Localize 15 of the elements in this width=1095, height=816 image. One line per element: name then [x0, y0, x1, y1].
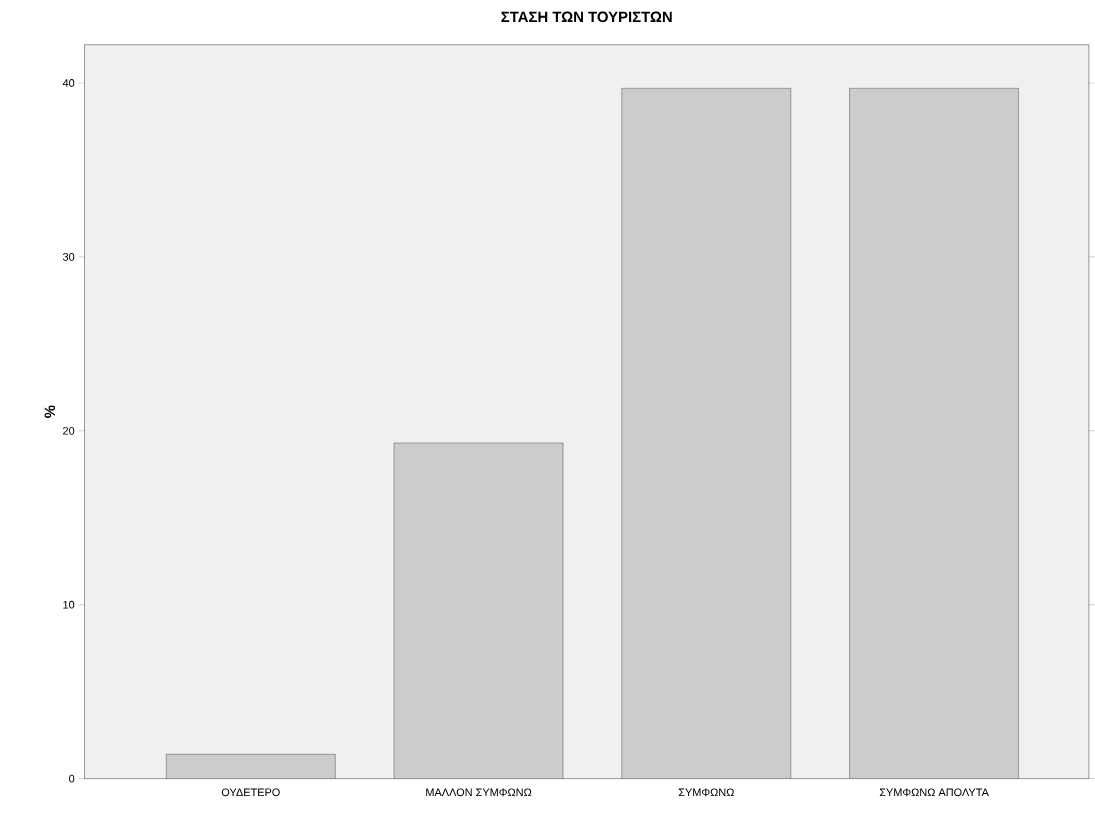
bar	[849, 87, 1019, 779]
y-tick-label: 30	[62, 252, 75, 261]
bar	[621, 88, 791, 779]
x-tick-label: ΜΑΛΛΟΝ ΣΥΜΦΩΝΩ	[426, 788, 532, 796]
y-tick-label: 10	[63, 600, 75, 609]
bar	[393, 442, 564, 779]
y-tick-label: 40	[62, 78, 75, 87]
bar	[166, 753, 336, 779]
y-axis-title: %	[44, 405, 56, 418]
y-tick-label: 0	[69, 774, 75, 783]
x-tick-label: ΣΥΜΦΩΝΩ ΑΠΟΛΥΤΑ	[879, 788, 989, 796]
chart-title: ΣΤΑΣΗ ΤΩΝ ΤΟΥΡΙΣΤΩΝ	[501, 11, 672, 22]
x-tick-label: ΣΥΜΦΩΝΩ	[678, 788, 734, 796]
y-tick-label: 20	[63, 426, 75, 435]
x-tick-label: ΟΥΔΕΤΕΡΟ	[221, 788, 280, 796]
